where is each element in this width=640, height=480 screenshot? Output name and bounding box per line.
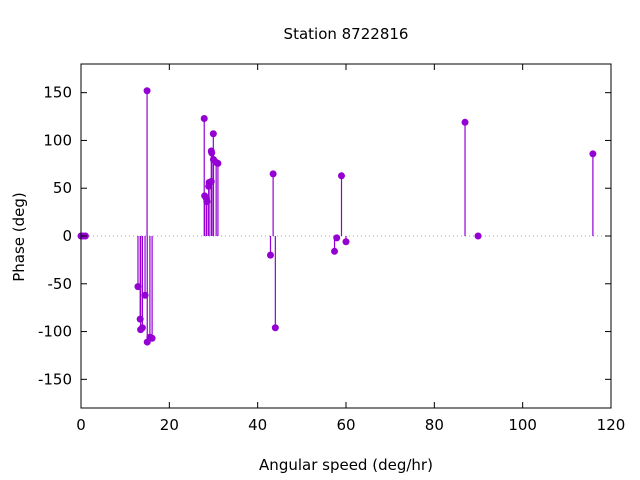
data-point (148, 334, 156, 342)
data-point (337, 172, 345, 180)
data-point (271, 324, 279, 332)
data-point (266, 251, 274, 259)
y-tick-label: -150 (38, 370, 72, 388)
y-tick-label: 100 (43, 131, 72, 149)
data-point (200, 114, 208, 122)
x-tick-label: 80 (425, 416, 444, 434)
data-point (214, 159, 222, 167)
x-tick-label: 60 (336, 416, 355, 434)
plot-frame (80, 63, 612, 409)
data-point (143, 87, 151, 95)
x-tick-label: 0 (76, 416, 86, 434)
y-tick-label: -50 (48, 275, 73, 293)
data-point (333, 234, 341, 242)
data-point (461, 118, 469, 126)
x-tick-label: 40 (248, 416, 267, 434)
x-tick-label: 120 (597, 416, 626, 434)
y-tick-label: -100 (38, 323, 72, 341)
data-point (138, 324, 146, 332)
chart-title: Station 8722816 (284, 25, 409, 43)
data-point (474, 232, 482, 240)
y-tick-label: 0 (62, 227, 72, 245)
y-tick-label: 50 (53, 179, 72, 197)
x-axis-label: Angular speed (deg/hr) (259, 456, 433, 474)
data-point (208, 149, 216, 157)
x-tick-label: 100 (508, 416, 537, 434)
data-point (342, 238, 350, 246)
data-point (269, 170, 277, 178)
y-tick-label: 150 (43, 84, 72, 102)
data-point (209, 130, 217, 138)
data-point (589, 150, 597, 158)
x-tick-label: 20 (160, 416, 179, 434)
data-point (331, 247, 339, 255)
y-axis-label: Phase (deg) (10, 192, 28, 282)
